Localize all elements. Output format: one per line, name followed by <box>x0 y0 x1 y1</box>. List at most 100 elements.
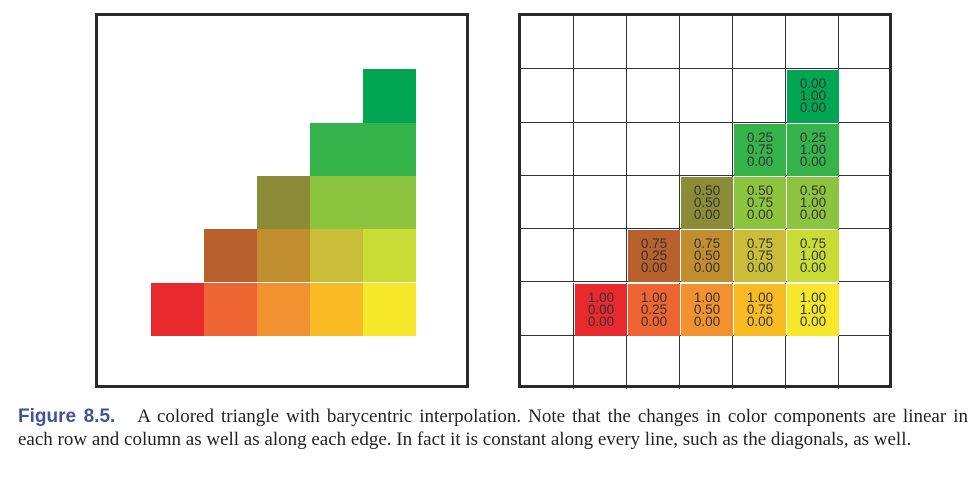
triangle-color-cell <box>257 229 310 283</box>
grid-cell <box>839 176 892 230</box>
value-grid-panel: 0.00 1.00 0.00 0.25 0.75 0.00 0.25 1.00 0.00 0.50… <box>518 13 892 390</box>
barycentric-value: 0.00 <box>693 260 721 276</box>
triangle-color-cell <box>363 229 416 283</box>
grid-cell <box>574 175 627 230</box>
triangle-color-cell <box>363 282 416 336</box>
barycentric-value: 1.00 <box>693 289 721 305</box>
barycentric-value: 0.00 <box>799 76 827 92</box>
barycentric-value: 0.00 <box>587 301 615 317</box>
triangle-color-cell <box>257 282 310 336</box>
barycentric-value: 0.75 <box>799 236 827 252</box>
value-cell: 0.75 0.50 0.00 <box>681 230 733 283</box>
grid-cell <box>521 282 574 336</box>
grid-cell <box>839 123 892 176</box>
barycentric-value: 0.00 <box>640 313 668 329</box>
barycentric-value: 0.25 <box>746 129 774 145</box>
grid-cell <box>521 229 574 283</box>
caption-text: A colored triangle with barycentric inte… <box>18 406 968 450</box>
triangle-color-cell <box>204 229 257 283</box>
grid-cell <box>786 335 839 390</box>
grid-cell <box>680 122 733 176</box>
barycentric-value: 0.75 <box>746 301 774 317</box>
barycentric-value: 0.00 <box>799 100 827 116</box>
barycentric-value: 0.50 <box>693 195 721 211</box>
barycentric-value: 0.50 <box>746 183 774 199</box>
value-cell: 0.25 1.00 0.00 <box>787 123 839 176</box>
grid-cell <box>521 16 574 70</box>
barycentric-value: 0.25 <box>640 301 668 317</box>
grid-cell <box>574 335 627 390</box>
barycentric-value: 0.00 <box>746 207 774 223</box>
grid-cell <box>839 69 892 123</box>
grid-cell <box>733 69 786 123</box>
triangle-color-cell <box>310 282 363 336</box>
grid-cell <box>839 283 892 336</box>
barycentric-value: 0.75 <box>746 141 774 157</box>
triangle-color-cell <box>363 122 416 176</box>
value-cell: 0.50 1.00 0.00 <box>787 176 839 230</box>
triangle-color-cell <box>310 175 363 230</box>
value-cell: 1.00 0.50 0.00 <box>681 283 733 336</box>
value-cell: 0.75 0.75 0.00 <box>734 230 786 283</box>
grid-cell <box>680 16 733 70</box>
barycentric-value: 1.00 <box>799 88 827 104</box>
value-cell: 1.00 1.00 0.00 <box>787 283 839 336</box>
value-cell: 0.50 0.75 0.00 <box>734 176 786 230</box>
barycentric-value: 0.00 <box>799 313 827 329</box>
grid-cell <box>680 335 733 390</box>
grid-cell <box>786 16 839 70</box>
barycentric-value: 1.00 <box>799 141 827 157</box>
grid-cell <box>839 229 892 283</box>
grid-cell <box>627 69 680 123</box>
figure-label: Figure 8.5. <box>18 406 116 427</box>
value-cell: 0.00 1.00 0.00 <box>787 70 839 123</box>
barycentric-value: 0.00 <box>693 207 721 223</box>
barycentric-value: 0.25 <box>799 129 827 145</box>
triangle-color-cell <box>363 175 416 230</box>
barycentric-value: 0.00 <box>799 207 827 223</box>
grid-cell <box>574 122 627 176</box>
triangle-color-cell <box>310 229 363 283</box>
grid-cell <box>733 16 786 70</box>
triangle-color-cell <box>310 122 363 176</box>
barycentric-value: 0.00 <box>799 260 827 276</box>
grid-cell <box>574 69 627 123</box>
grid-cell <box>521 69 574 123</box>
grid-cell <box>733 335 786 390</box>
grid-cell <box>574 16 627 70</box>
grid-cell <box>839 336 892 389</box>
grid-cell <box>627 16 680 70</box>
barycentric-value: 0.00 <box>746 313 774 329</box>
barycentric-value: 1.00 <box>587 289 615 305</box>
value-cell: 0.50 0.50 0.00 <box>681 176 733 230</box>
grid-cell <box>839 16 892 70</box>
barycentric-value: 1.00 <box>746 289 774 305</box>
triangle-color-cell <box>151 282 204 336</box>
grid-cell <box>574 229 627 283</box>
triangle-color-cell <box>257 175 310 230</box>
value-cell: 0.75 0.25 0.00 <box>628 230 680 283</box>
grid-cell <box>521 175 574 230</box>
barycentric-value: 0.75 <box>746 236 774 252</box>
barycentric-value: 1.00 <box>799 248 827 264</box>
barycentric-value: 1.00 <box>799 195 827 211</box>
figure-caption: Figure 8.5. A colored triangle with baryc… <box>18 405 968 451</box>
barycentric-value: 0.00 <box>693 313 721 329</box>
colored-triangle-panel <box>95 13 469 388</box>
grid-cell <box>627 175 680 230</box>
value-cell: 0.75 1.00 0.00 <box>787 230 839 283</box>
barycentric-value: 0.00 <box>746 260 774 276</box>
triangle-color-cell <box>363 69 416 123</box>
triangle-color-cell <box>204 282 257 336</box>
value-cell: 1.00 0.00 0.00 <box>575 283 627 336</box>
barycentric-value: 0.75 <box>640 236 668 252</box>
value-cell: 0.25 0.75 0.00 <box>734 123 786 176</box>
barycentric-value: 0.50 <box>693 248 721 264</box>
grid-cell <box>521 122 574 176</box>
value-cell: 1.00 0.25 0.00 <box>628 283 680 336</box>
barycentric-value: 1.00 <box>799 301 827 317</box>
grid-cell <box>680 69 733 123</box>
barycentric-value: 0.50 <box>693 301 721 317</box>
barycentric-value: 1.00 <box>799 289 827 305</box>
value-cell: 1.00 0.75 0.00 <box>734 283 786 336</box>
